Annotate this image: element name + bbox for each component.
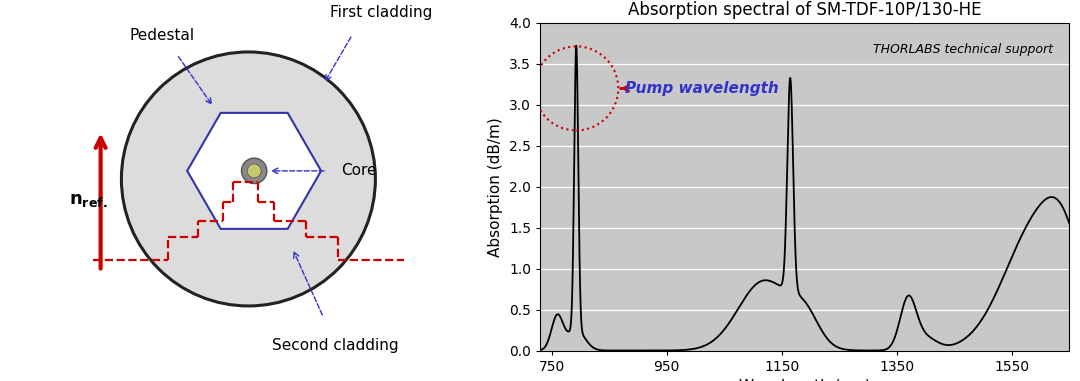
Text: First cladding: First cladding — [330, 5, 432, 20]
Y-axis label: Absorption (dB/m): Absorption (dB/m) — [488, 117, 503, 256]
X-axis label: Wavelength (nm): Wavelength (nm) — [739, 379, 870, 381]
Title: Absorption spectral of SM-TDF-10P/130-HE: Absorption spectral of SM-TDF-10P/130-HE — [627, 0, 982, 19]
Text: THORLABS technical support: THORLABS technical support — [874, 43, 1053, 56]
Circle shape — [247, 164, 261, 178]
Text: Pump wavelength: Pump wavelength — [625, 81, 779, 96]
Polygon shape — [187, 113, 321, 229]
Text: Pedestal: Pedestal — [130, 28, 194, 43]
Text: Core: Core — [341, 163, 376, 178]
Text: $\mathbf{n_{ref.}}$: $\mathbf{n_{ref.}}$ — [69, 191, 108, 209]
Circle shape — [121, 52, 376, 306]
Text: Second cladding: Second cladding — [272, 338, 399, 353]
Circle shape — [242, 158, 267, 184]
